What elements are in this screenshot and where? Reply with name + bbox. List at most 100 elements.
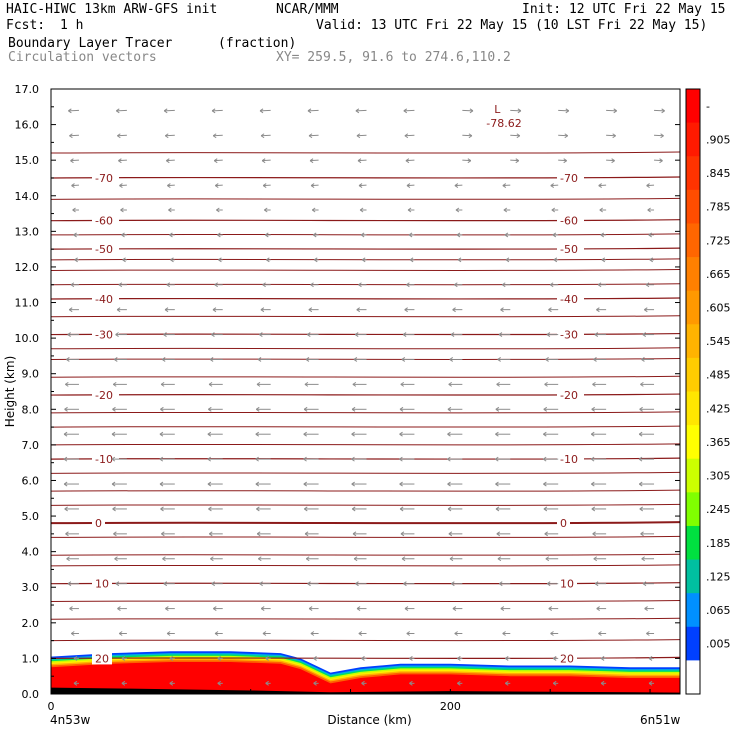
vector-arrowhead [66, 556, 70, 562]
contour-label: -10 [95, 453, 113, 466]
vector-arrowhead [352, 381, 357, 387]
contour-label-bg [557, 171, 584, 184]
contour-label: 20 [560, 652, 574, 665]
vector-arrowhead [644, 606, 648, 612]
vector-arrowhead [217, 680, 222, 686]
vector-arrow [359, 184, 367, 187]
vector-arrow [654, 159, 663, 162]
vector-arrow [70, 159, 79, 162]
vector-arrowhead [399, 431, 403, 437]
vector-arrowhead [70, 158, 74, 164]
contour-label: 0 [95, 517, 102, 530]
vector-arrowhead [361, 680, 365, 686]
vector-arrowhead [640, 531, 644, 537]
vector-arrowhead [550, 183, 555, 189]
vector-arrowhead [552, 232, 557, 238]
vector-arrowhead [68, 108, 72, 114]
vector-arrowhead [113, 531, 117, 537]
vector-arrowhead [167, 183, 171, 189]
vector-arrow [118, 159, 127, 162]
vector-arrowhead [121, 232, 125, 238]
contour-label-bg [92, 328, 119, 341]
vector-arrowhead [600, 655, 605, 661]
vector-arrowhead [399, 481, 403, 487]
vector-arrowhead [311, 207, 316, 213]
vector-arrow [454, 184, 463, 187]
contour-label-bg [557, 292, 584, 305]
vector-arrowhead [169, 680, 174, 686]
vector-arrowhead [496, 381, 500, 387]
y-tick-label: 2.0 [22, 617, 40, 630]
vector-arrowhead [648, 680, 653, 686]
vector-arrowhead [163, 332, 167, 337]
temperature-contour [50, 315, 681, 318]
vector-arrowhead [351, 481, 355, 487]
vector-arrow [311, 184, 319, 187]
vector-arrowhead [502, 631, 506, 636]
vector-arrow [357, 159, 367, 162]
vector-arrowhead [160, 406, 164, 412]
colorbar-swatch [686, 357, 700, 392]
vector-arrow [71, 184, 79, 187]
vector-arrowhead [208, 506, 212, 512]
vector-arrowhead [353, 556, 358, 562]
vector-arrowhead [159, 456, 164, 462]
vector-arrow [606, 109, 617, 112]
vector-arrow [462, 134, 472, 137]
vector-arrowhead [494, 456, 499, 462]
vector-arrowhead [166, 631, 171, 636]
vector-arrowhead [163, 108, 168, 114]
vector-arrowhead [593, 357, 597, 362]
vector-arrowhead [116, 307, 121, 313]
contour-label-bg [92, 292, 119, 305]
fcst-label: Fcst: [6, 18, 46, 33]
vector-arrowhead [361, 655, 365, 661]
vector-arrowhead [114, 357, 118, 362]
vector-arrowhead [406, 282, 410, 288]
vector-arrow [356, 134, 367, 137]
y-tick-label: 15.0 [15, 154, 40, 167]
x-right-endpoint-label: 6n51w [640, 713, 681, 727]
vector-arrowhead [118, 631, 123, 636]
vector-arrow [69, 134, 79, 137]
tracer-band-7 [51, 661, 680, 694]
vector-arrowhead [67, 332, 71, 337]
vector-arrowhead [498, 332, 503, 337]
vector-arrow [310, 159, 319, 162]
vector-arrowhead [447, 506, 452, 512]
vector-arrowhead [168, 207, 172, 213]
vector-arrowhead [303, 431, 307, 437]
contour-label-bg [557, 243, 584, 256]
vector-arrowhead [598, 183, 602, 189]
vector-arrowhead [457, 680, 461, 686]
temperature-contour-labeled [50, 247, 681, 250]
vector-arrowhead [399, 406, 404, 412]
vector-arrowhead [361, 257, 366, 263]
temperature-contour-labeled [50, 219, 681, 222]
vector-arrow [213, 134, 223, 137]
vector-arrowhead [260, 307, 265, 313]
contour-label-bg [92, 453, 119, 466]
vector-arrowhead [448, 381, 452, 387]
vector-arrowhead [256, 506, 260, 512]
vector-arrowhead [351, 506, 356, 512]
y-tick-label: 17.0 [15, 83, 40, 96]
vector-arrowhead [503, 207, 508, 213]
vector-arrow [404, 134, 415, 137]
vector-arrowhead [262, 282, 266, 288]
vector-arrowhead [648, 232, 652, 238]
contour-label-bg [557, 389, 584, 402]
vector-arrowhead [543, 481, 547, 487]
colorbar-swatch [686, 257, 700, 292]
vector-arrowhead [259, 581, 263, 587]
vector-arrowhead [468, 133, 473, 139]
vector-arrowhead [266, 257, 270, 263]
valid-time: Valid: 13 UTC Fri 22 May 15 (10 LST Fri … [316, 18, 708, 33]
vector-arrowhead [593, 556, 598, 562]
contour-label: -50 [95, 243, 113, 256]
contour-label: -60 [95, 215, 113, 228]
vector-arrowhead [402, 332, 407, 337]
vector-arrowhead [67, 581, 72, 587]
colorbar-swatch [686, 156, 700, 191]
